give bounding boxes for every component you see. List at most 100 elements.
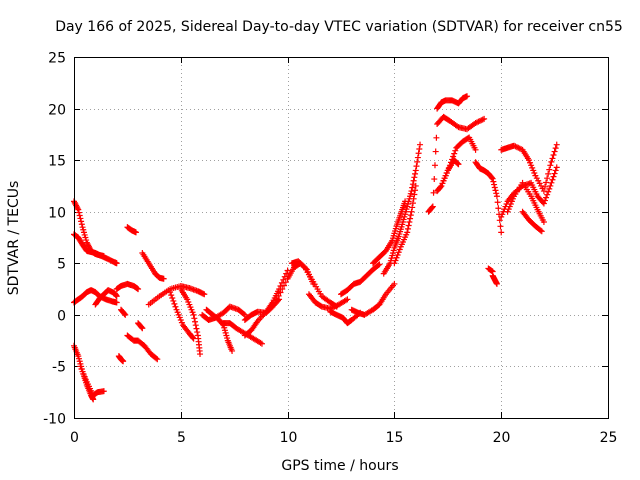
data-point xyxy=(416,145,423,152)
data-point xyxy=(489,175,496,182)
data-point xyxy=(417,141,424,148)
data-point xyxy=(258,340,265,347)
data-point xyxy=(429,203,436,210)
data-point xyxy=(491,181,498,188)
grid xyxy=(74,57,608,418)
series-sat-35 xyxy=(472,159,505,236)
data-point xyxy=(275,292,282,299)
data-point xyxy=(430,189,437,196)
data-point xyxy=(78,218,85,225)
data-point xyxy=(113,299,120,306)
data-point xyxy=(77,215,84,222)
data-point xyxy=(192,318,199,325)
data-point xyxy=(490,178,497,185)
data-point xyxy=(113,293,120,300)
data-point xyxy=(497,223,504,230)
data-point xyxy=(543,194,550,201)
data-point xyxy=(413,163,420,170)
data-point xyxy=(431,176,438,183)
y-axis-ticks: -10 -5 0 5 10 15 20 25 xyxy=(43,51,608,428)
data-point xyxy=(429,204,436,211)
data-point xyxy=(160,275,167,282)
x-tick-label: 20 xyxy=(493,430,511,446)
data-point xyxy=(75,209,82,216)
data-point xyxy=(404,229,411,236)
data-point xyxy=(493,193,500,200)
data-point xyxy=(537,227,544,234)
series-sat-26 xyxy=(338,261,383,298)
data-point xyxy=(464,93,471,100)
data-point xyxy=(552,167,559,174)
data-point xyxy=(121,310,128,317)
data-point xyxy=(138,324,145,331)
data-point xyxy=(229,347,236,354)
data-point xyxy=(493,280,500,287)
data-point xyxy=(412,167,419,174)
data-point xyxy=(120,358,127,365)
data-point xyxy=(113,260,120,267)
data-point xyxy=(171,300,178,307)
series-sat-41 xyxy=(519,208,545,235)
data-point xyxy=(167,289,174,296)
y-tick-label: -10 xyxy=(43,412,66,428)
data-point xyxy=(391,280,398,287)
data-point xyxy=(550,151,557,158)
data-point xyxy=(431,162,438,169)
data-point xyxy=(139,325,146,332)
data-point xyxy=(540,200,547,207)
x-axis-ticks: 0 5 10 15 20 25 xyxy=(70,57,617,446)
data-point xyxy=(153,355,160,362)
data-point xyxy=(412,187,419,194)
data-point xyxy=(76,212,83,219)
data-point xyxy=(541,197,548,204)
data-point xyxy=(197,351,204,358)
data-point xyxy=(191,315,198,322)
data-series xyxy=(71,93,560,403)
data-point xyxy=(396,246,403,253)
data-point xyxy=(494,199,501,206)
data-point xyxy=(553,164,560,171)
data-point xyxy=(432,148,439,155)
data-point xyxy=(410,195,417,202)
data-point xyxy=(492,187,499,194)
data-point xyxy=(168,292,175,299)
data-point xyxy=(189,334,196,341)
data-point xyxy=(538,228,545,235)
data-point xyxy=(241,311,248,318)
series-sat-09 xyxy=(115,353,127,365)
series-sat-14 xyxy=(145,282,208,308)
data-point xyxy=(279,286,286,293)
series-sat-40 xyxy=(498,164,560,220)
series-sat-28 xyxy=(370,198,409,267)
data-point xyxy=(549,176,556,183)
series-sat-32 xyxy=(434,93,471,112)
data-point xyxy=(190,311,197,318)
data-point xyxy=(541,183,548,190)
data-point xyxy=(495,205,502,212)
series-sat-01 xyxy=(71,198,120,267)
data-point xyxy=(395,249,402,256)
x-tick-label: 25 xyxy=(600,430,618,446)
data-point xyxy=(405,222,412,229)
series-sat-27 xyxy=(348,280,398,318)
data-point xyxy=(404,225,411,232)
data-point xyxy=(545,188,552,195)
data-point xyxy=(496,217,503,224)
data-point xyxy=(547,182,554,189)
data-point xyxy=(193,325,200,332)
series-sat-38 xyxy=(498,141,560,195)
series-sat-07 xyxy=(113,280,142,293)
data-point xyxy=(546,166,553,173)
data-point xyxy=(452,147,459,154)
y-tick-label: 20 xyxy=(48,103,66,119)
data-point xyxy=(172,303,179,310)
data-point xyxy=(407,215,414,222)
data-point xyxy=(122,311,129,318)
data-point xyxy=(540,219,547,226)
data-point xyxy=(410,177,417,184)
series-sat-23 xyxy=(288,258,340,310)
data-point xyxy=(415,150,422,157)
series-sat-20 xyxy=(241,267,291,339)
data-point xyxy=(201,291,208,298)
